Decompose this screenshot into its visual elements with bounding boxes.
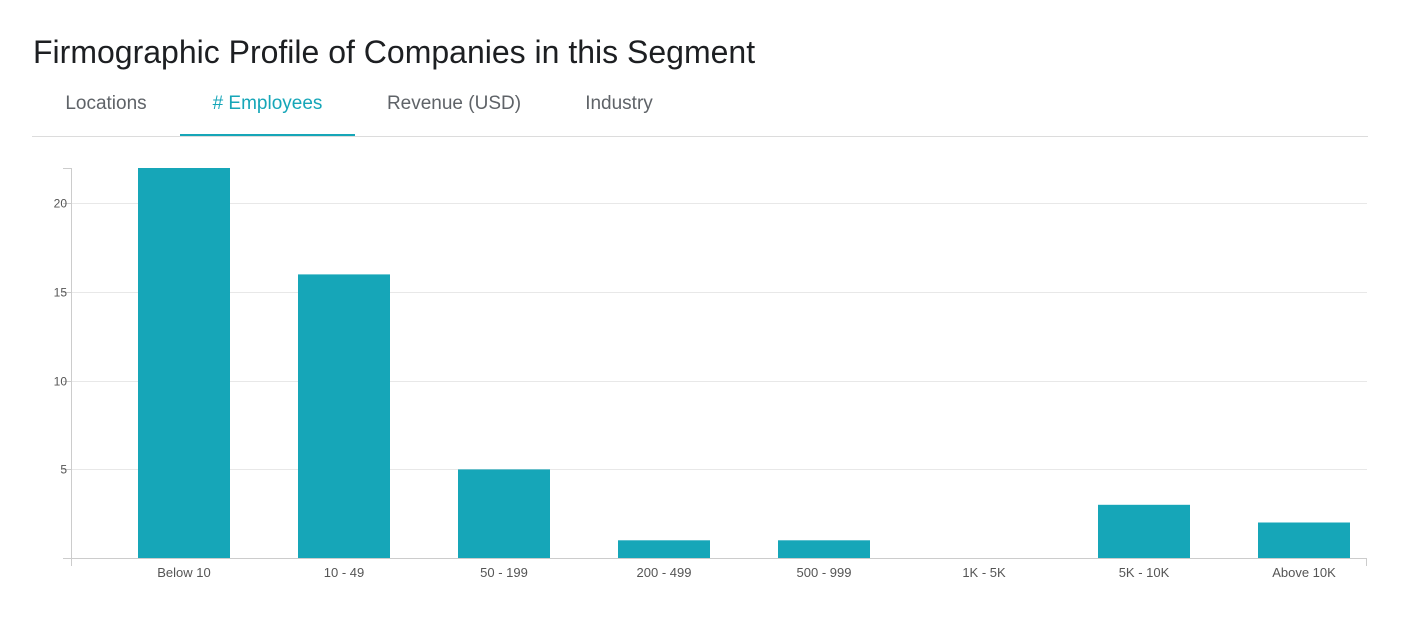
page-title: Firmographic Profile of Companies in thi… bbox=[33, 34, 756, 70]
bar-10-49 bbox=[298, 274, 390, 558]
bar-500-999 bbox=[778, 540, 870, 558]
bar-50-199 bbox=[458, 469, 550, 558]
x-tick-label: 200 - 499 bbox=[637, 565, 692, 580]
x-tick-label: 500 - 999 bbox=[797, 565, 852, 580]
y-tick-label: 5 bbox=[60, 463, 67, 477]
x-tick-label: 5K - 10K bbox=[1119, 565, 1170, 580]
tab-locations[interactable]: Locations bbox=[65, 93, 147, 114]
x-tick-label: 1K - 5K bbox=[962, 565, 1006, 580]
bar-5k-10k bbox=[1098, 504, 1190, 558]
bar-above-10k bbox=[1258, 522, 1350, 558]
tab-employees[interactable]: # Employees bbox=[180, 82, 355, 136]
tab-industry[interactable]: Industry bbox=[585, 93, 653, 114]
x-tick-label: Above 10K bbox=[1272, 565, 1336, 580]
x-tick-label: 10 - 49 bbox=[324, 565, 364, 580]
tab-revenue[interactable]: Revenue (USD) bbox=[386, 93, 522, 114]
y-tick-label: 10 bbox=[54, 375, 68, 389]
y-tick-label: 15 bbox=[54, 286, 68, 300]
bar-200-499 bbox=[618, 540, 710, 558]
y-tick-label: 20 bbox=[54, 197, 68, 211]
tab-bar: Locations # Employees Revenue (USD) Indu… bbox=[32, 82, 1368, 137]
x-tick-label: 50 - 199 bbox=[480, 565, 528, 580]
x-tick-label: Below 10 bbox=[157, 565, 210, 580]
bar-below-10 bbox=[138, 168, 230, 558]
